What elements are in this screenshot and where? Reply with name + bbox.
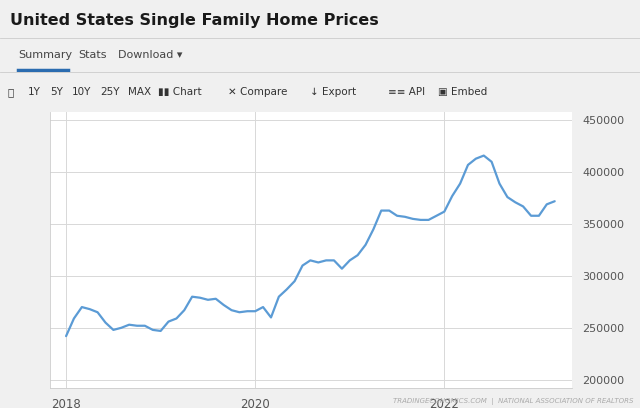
Text: ▮▮ Chart: ▮▮ Chart [158, 87, 202, 97]
Text: TRADINGECONOMICS.COM  |  NATIONAL ASSOCIATION OF REALTORS: TRADINGECONOMICS.COM | NATIONAL ASSOCIAT… [393, 398, 634, 405]
Text: ✕ Compare: ✕ Compare [228, 87, 287, 97]
Text: ↓ Export: ↓ Export [310, 87, 356, 97]
Text: United States Single Family Home Prices: United States Single Family Home Prices [10, 13, 378, 29]
Text: MAX: MAX [128, 87, 151, 97]
Text: 10Y: 10Y [72, 87, 92, 97]
Text: Download ▾: Download ▾ [118, 50, 182, 60]
Text: Stats: Stats [78, 50, 106, 60]
Text: 5Y: 5Y [50, 87, 63, 97]
Text: ≡≡ API: ≡≡ API [388, 87, 425, 97]
Text: ▣ Embed: ▣ Embed [438, 87, 487, 97]
Text: ⧉: ⧉ [8, 87, 14, 97]
Text: 25Y: 25Y [100, 87, 120, 97]
Text: 1Y: 1Y [28, 87, 41, 97]
Text: Summary: Summary [18, 50, 72, 60]
